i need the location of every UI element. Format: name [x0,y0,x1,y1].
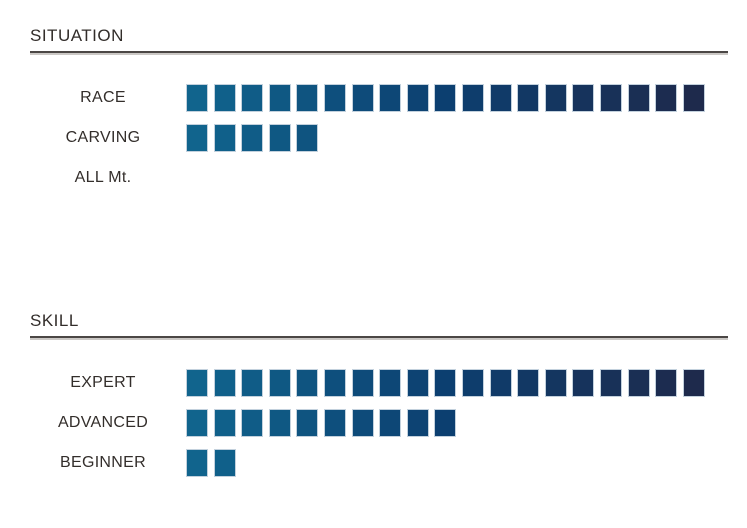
rating-square [213,84,236,112]
rating-row: ADVANCED [30,409,728,437]
rating-square [323,84,346,112]
rating-square [213,409,236,437]
rating-square [627,84,650,112]
rating-square [599,84,622,112]
row-label: BEGINNER [60,454,146,471]
rating-square [296,124,319,152]
rating-squares [186,409,457,437]
rating-square [406,369,429,397]
rating-square [682,84,705,112]
rating-square [241,84,264,112]
rating-square [406,84,429,112]
row-label: RACE [80,89,126,106]
rating-square [599,369,622,397]
row-label: EXPERT [70,374,136,391]
rating-square [268,84,291,112]
rating-square [489,369,512,397]
rating-square [572,84,595,112]
rating-squares [186,449,236,477]
rating-square [323,409,346,437]
section-situation: SITUATION RACE CARVING ALL Mt. [30,26,728,204]
section-skill: SKILL EXPERT ADVANCED BEGINNER [30,311,728,489]
rating-square [186,84,208,112]
rating-square [379,84,402,112]
rating-square [682,369,705,397]
rating-square [351,369,374,397]
skill-rows: EXPERT ADVANCED BEGINNER [30,369,728,477]
rating-squares [186,124,319,152]
rating-row: ALL Mt. [30,164,728,192]
row-label: ALL Mt. [74,169,132,186]
rating-square [406,409,429,437]
section-title-situation: SITUATION [30,26,124,45]
rating-square [213,449,236,477]
rating-square [268,369,291,397]
rating-square [268,409,291,437]
situation-rows: RACE CARVING ALL Mt. [30,84,728,192]
rating-square [186,369,208,397]
rating-squares [186,84,705,112]
rating-square [296,84,319,112]
rating-square [572,369,595,397]
rating-square [186,124,208,152]
rating-square [186,409,208,437]
rating-square [351,409,374,437]
rating-square [461,369,484,397]
rating-square [517,84,540,112]
rating-row: RACE [30,84,728,112]
rating-square [655,84,678,112]
rating-square [434,409,457,437]
rating-square [213,124,236,152]
rating-square [379,409,402,437]
rating-square [241,124,264,152]
section-rule [30,51,728,53]
row-label: ADVANCED [57,414,149,431]
rating-squares [186,369,705,397]
section-title-skill: SKILL [30,311,79,330]
rating-square [241,409,264,437]
rating-square [268,124,291,152]
section-rule [30,336,728,338]
rating-square [544,84,567,112]
rating-row: EXPERT [30,369,728,397]
rating-square [296,409,319,437]
rating-square [434,84,457,112]
rating-row: CARVING [30,124,728,152]
rating-square [627,369,650,397]
rating-row: BEGINNER [30,449,728,477]
row-label: CARVING [65,129,141,146]
rating-square [461,84,484,112]
rating-square [434,369,457,397]
rating-square [323,369,346,397]
rating-square [517,369,540,397]
rating-square [186,449,208,477]
rating-square [379,369,402,397]
rating-square [544,369,567,397]
rating-square [489,84,512,112]
rating-square [213,369,236,397]
rating-square [296,369,319,397]
rating-square [351,84,374,112]
rating-square [241,369,264,397]
rating-square [655,369,678,397]
